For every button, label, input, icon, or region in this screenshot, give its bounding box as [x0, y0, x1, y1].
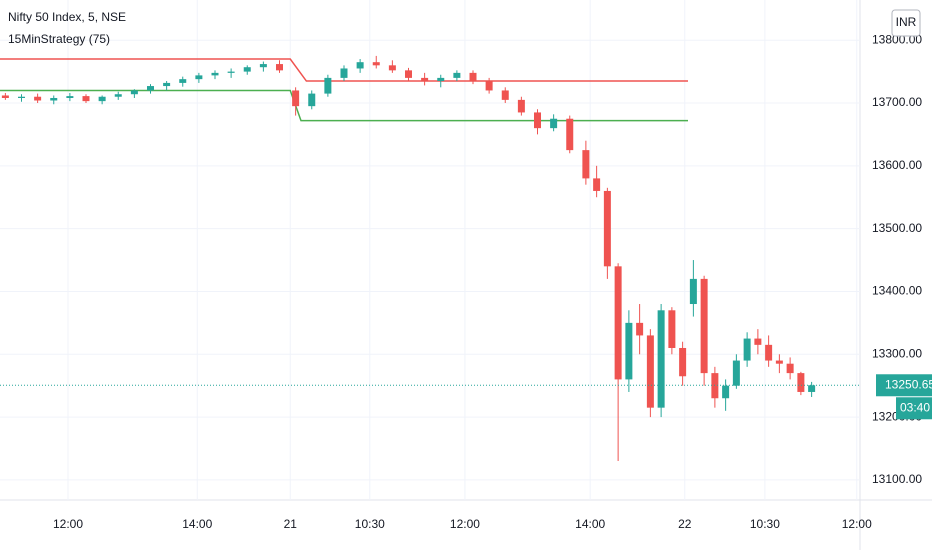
x-tick-label: 21 — [284, 517, 298, 531]
candle-body — [114, 94, 122, 97]
candle-body — [66, 96, 74, 98]
candle-body — [775, 360, 783, 364]
candle-body — [18, 96, 25, 98]
candle-body — [614, 266, 622, 380]
candle-body — [1, 95, 9, 98]
candle-body — [130, 90, 138, 95]
x-tick-label: 12:00 — [53, 517, 83, 531]
x-tick-label: 22 — [678, 517, 692, 531]
candle-body — [636, 322, 644, 336]
candle-body — [743, 338, 751, 361]
candle-body — [469, 72, 477, 82]
candle-body — [388, 65, 396, 71]
x-tick-label: 10:30 — [355, 517, 385, 531]
candle-body — [421, 77, 429, 82]
currency-badge[interactable] — [891, 9, 921, 37]
candle-body — [147, 86, 154, 91]
candle-body — [689, 278, 697, 305]
candle-body — [437, 77, 445, 82]
candle-body — [308, 93, 316, 107]
candle-body — [82, 96, 90, 102]
chart-title: Nifty 50 Index, 5, NSE — [8, 10, 126, 24]
candle-body — [593, 178, 601, 191]
candle-body — [211, 72, 219, 76]
candle-body — [356, 62, 364, 69]
currency-label: INR — [896, 15, 917, 29]
y-tick-label: 13700.00 — [872, 95, 922, 109]
x-tick-label: 12:00 — [450, 517, 480, 531]
strategy-line — [0, 58, 688, 82]
candle-body — [534, 112, 541, 129]
candle-body — [340, 68, 348, 78]
y-tick-label: 13400.00 — [872, 284, 922, 298]
candle-body — [195, 75, 203, 80]
candle-body — [808, 385, 816, 392]
candle-body — [722, 385, 730, 399]
candle-body — [786, 363, 794, 374]
candle-body — [797, 373, 805, 392]
candle-body — [657, 310, 665, 408]
candle-body — [668, 310, 676, 348]
candle-body — [50, 97, 58, 101]
candle-body — [179, 79, 187, 83]
candle-body — [485, 81, 493, 91]
candle-body — [324, 77, 332, 94]
x-tick-label: 14:00 — [182, 517, 212, 531]
candle-body — [582, 150, 590, 179]
y-tick-label: 13500.00 — [872, 221, 922, 235]
candle-body — [566, 118, 574, 151]
indicator-label: 15MinStrategy (75) — [8, 32, 110, 46]
candle-body — [550, 118, 558, 129]
candle-body — [625, 322, 633, 380]
candle-body — [732, 360, 740, 386]
x-tick-label: 12:00 — [842, 517, 872, 531]
candle-body — [163, 82, 171, 87]
candle-body — [603, 190, 611, 267]
last-price-badge — [876, 374, 932, 397]
candle-body — [517, 99, 525, 113]
countdown-badge — [896, 397, 932, 420]
y-tick-label: 13100.00 — [872, 472, 922, 486]
candle-body — [453, 72, 461, 78]
candle-body — [700, 278, 708, 374]
candle-body — [679, 347, 687, 377]
y-tick-label: 13300.00 — [872, 346, 922, 360]
candle-body — [259, 64, 267, 68]
candle-body — [372, 62, 380, 66]
candle-body — [227, 71, 235, 73]
candle-body — [405, 70, 412, 78]
candle-body — [34, 96, 42, 101]
candle-body — [292, 90, 300, 107]
candle-body — [765, 344, 773, 361]
candle-body — [501, 90, 509, 100]
candle-body — [754, 338, 762, 345]
candle-body — [646, 335, 654, 408]
x-tick-label: 10:30 — [750, 517, 780, 531]
y-tick-label: 13600.00 — [872, 158, 922, 172]
countdown-label: 03:40 — [900, 400, 930, 414]
x-tick-label: 14:00 — [575, 517, 605, 531]
candle-body — [98, 96, 106, 102]
candle-body — [243, 67, 251, 72]
candle-body — [276, 64, 283, 71]
last-price-label: 13250.65 — [885, 377, 932, 391]
